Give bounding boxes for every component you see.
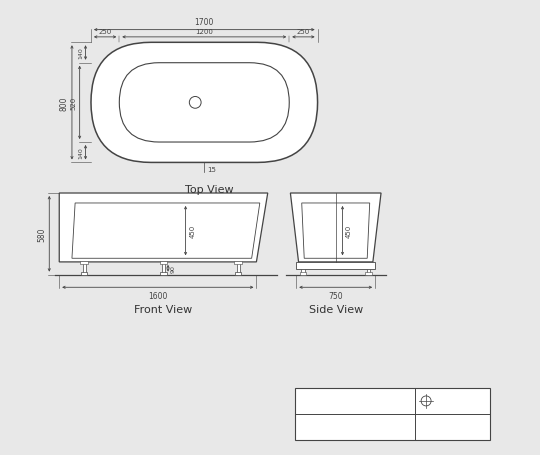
Text: 580: 580 <box>37 227 46 242</box>
Polygon shape <box>302 203 370 259</box>
Text: 750: 750 <box>328 291 343 300</box>
Text: Front View: Front View <box>134 304 193 314</box>
Bar <box>83 263 86 275</box>
Polygon shape <box>291 193 381 263</box>
Circle shape <box>190 97 201 109</box>
Text: 450: 450 <box>346 224 352 238</box>
Text: 520: 520 <box>71 96 77 110</box>
Text: Side View: Side View <box>308 304 363 314</box>
Bar <box>235 272 241 275</box>
Bar <box>300 273 306 275</box>
Bar <box>296 263 375 269</box>
Bar <box>295 388 490 440</box>
Text: Product size:: Product size: <box>300 423 349 431</box>
Text: attica: attica <box>430 416 475 430</box>
Bar <box>234 262 242 264</box>
Text: Product Desc:: Product Desc: <box>300 397 353 405</box>
Text: 800: 800 <box>59 96 69 111</box>
Bar <box>162 263 165 275</box>
Text: 15: 15 <box>207 167 216 173</box>
Text: Freestanding bathtub: Freestanding bathtub <box>336 397 420 405</box>
Text: australia: australia <box>438 431 466 436</box>
Text: 250: 250 <box>297 29 310 35</box>
Bar <box>160 262 167 264</box>
Text: 1700: 1700 <box>194 17 214 26</box>
Text: 250: 250 <box>98 29 112 35</box>
Bar <box>80 262 88 264</box>
Text: Top View: Top View <box>185 185 233 195</box>
Bar <box>81 272 87 275</box>
Text: 90: 90 <box>171 265 176 273</box>
Text: 140: 140 <box>78 147 83 159</box>
Bar <box>301 269 305 275</box>
FancyBboxPatch shape <box>119 64 289 143</box>
Text: Unit: mm: Unit: mm <box>453 398 486 404</box>
Bar <box>160 272 167 275</box>
Bar <box>367 269 370 275</box>
Text: 1700*800*580mm: 1700*800*580mm <box>336 423 421 431</box>
Text: 1200: 1200 <box>195 29 213 35</box>
Bar <box>237 263 240 275</box>
Polygon shape <box>59 193 268 263</box>
FancyBboxPatch shape <box>91 43 318 163</box>
Text: 140: 140 <box>78 47 83 59</box>
Text: 1600: 1600 <box>148 291 167 300</box>
Polygon shape <box>72 203 260 259</box>
Text: 450: 450 <box>190 224 196 238</box>
Bar <box>365 273 372 275</box>
